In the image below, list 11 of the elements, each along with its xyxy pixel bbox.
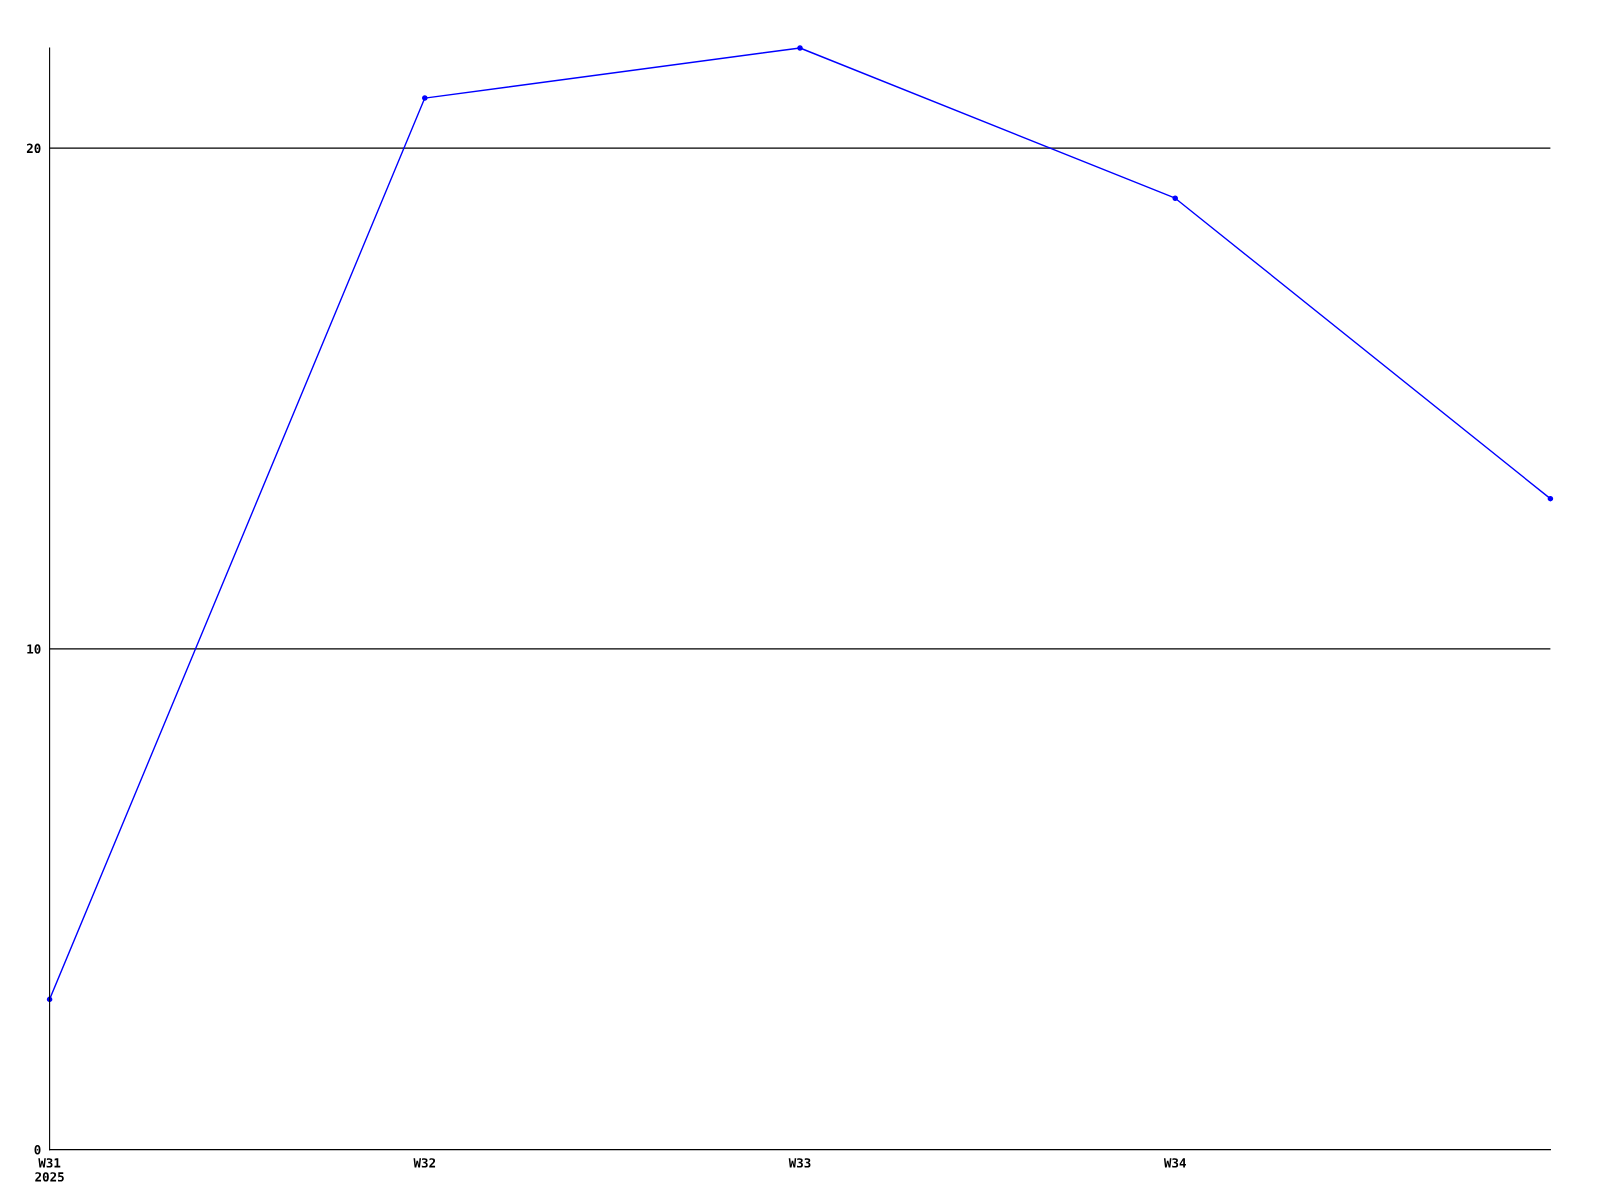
point [1172, 195, 1178, 201]
point [422, 95, 428, 101]
x-tick-label: W33 [788, 1158, 811, 1168]
x-tick-label: W32 [413, 1158, 436, 1168]
point [1547, 495, 1554, 502]
y-tick-label: 20 [26, 143, 41, 154]
point [797, 45, 803, 51]
y-tick-label: 0 [34, 1145, 41, 1155]
x-tick-label: W31 2025 [35, 1158, 64, 1182]
x-tick-label: W34 [1163, 1158, 1186, 1168]
y-tick-label: 10 [27, 644, 41, 654]
